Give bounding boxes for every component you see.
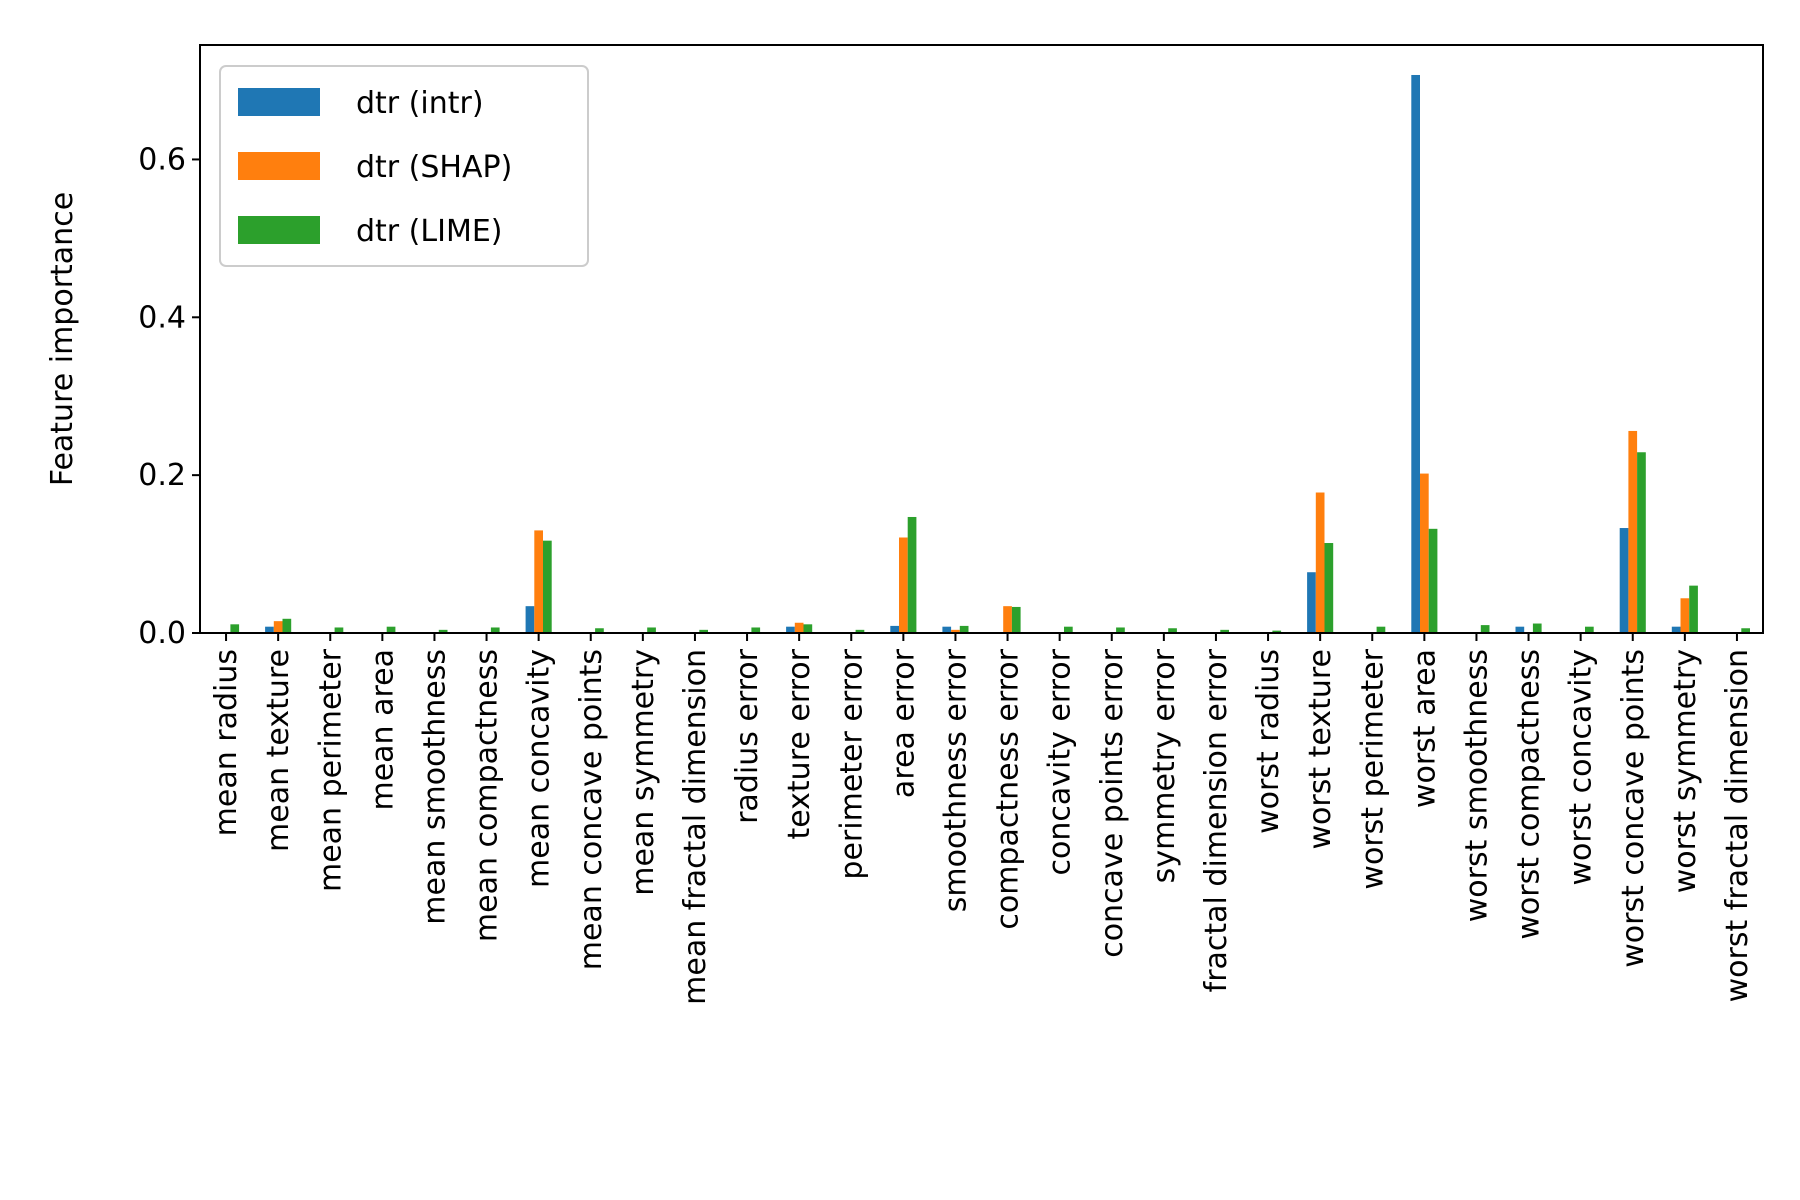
bar-lime	[1220, 629, 1229, 633]
bar-shap	[273, 621, 283, 633]
legend: dtr (intr) dtr (SHAP) dtr (LIME)	[219, 65, 589, 267]
x-tick-label: compactness error	[991, 648, 1026, 929]
bar-lime	[1011, 606, 1021, 633]
bar-lime	[907, 516, 917, 633]
bar-lime	[438, 629, 448, 633]
x-tick-label: mean texture	[261, 649, 296, 852]
bar-shap	[1420, 473, 1429, 633]
bar-lime	[386, 626, 396, 633]
bar-lime	[1637, 452, 1646, 633]
y-tick-label: 0.4	[138, 300, 186, 335]
x-tick-label: worst fractal dimension	[1720, 649, 1755, 1002]
x-tick-label: smoothness error	[939, 648, 974, 912]
bar-lime	[1376, 626, 1386, 633]
bar-shap	[794, 622, 804, 633]
bar-lime	[1585, 626, 1594, 633]
bar-lime	[1064, 626, 1073, 633]
bar-lime	[1168, 628, 1177, 633]
bar-intr	[1307, 572, 1316, 633]
x-tick-label: mean radius	[209, 649, 244, 836]
bar-lime	[699, 629, 708, 633]
bar-lime	[282, 618, 292, 633]
bar-lime	[334, 627, 344, 633]
bar-lime	[1741, 628, 1750, 633]
bar-lime	[1324, 543, 1334, 633]
x-tick-label: worst concavity	[1564, 649, 1599, 886]
bar-lime	[1532, 623, 1542, 633]
y-axis: 0.0 0.2 0.4 0.6	[138, 142, 200, 651]
x-tick-label: symmetry error	[1147, 648, 1182, 883]
bar-intr	[265, 626, 274, 633]
bar-lime	[1480, 625, 1490, 633]
bar-lime	[1272, 630, 1282, 633]
x-tick-label: fractal dimension error	[1199, 648, 1234, 992]
bar-lime	[543, 540, 552, 633]
bar-shap	[951, 629, 960, 633]
y-tick-label: 0.0	[138, 616, 186, 651]
bar-lime	[1428, 528, 1438, 633]
x-tick-label: mean area	[365, 649, 400, 811]
legend-label: dtr (SHAP)	[356, 150, 512, 185]
x-tick-label: worst smoothness	[1460, 649, 1495, 922]
x-tick-label: texture error	[782, 648, 817, 839]
x-axis: mean radius mean texture mean perimeter mea…	[209, 633, 1755, 1005]
bar-intr	[786, 626, 795, 633]
x-tick-label: worst compactness	[1512, 649, 1547, 940]
bar-shap	[1315, 492, 1325, 633]
bar-shap	[1003, 606, 1012, 633]
legend-label: dtr (intr)	[356, 86, 484, 121]
plot-frame	[199, 44, 1764, 634]
bar-lime	[1689, 585, 1698, 633]
x-tick-label: concave points error	[1095, 648, 1130, 957]
bar-lime	[803, 624, 813, 633]
x-tick-label: mean smoothness	[418, 649, 453, 925]
bar-lime	[647, 627, 656, 633]
y-tick-label: 0.6	[138, 142, 186, 177]
bar-shap	[1628, 430, 1638, 633]
x-tick-label: concavity error	[1043, 648, 1078, 875]
x-tick-label: mean perimeter	[313, 648, 348, 892]
legend-label: dtr (LIME)	[356, 214, 502, 249]
bar-intr	[942, 626, 952, 633]
bar-lime	[1116, 627, 1125, 633]
bar-shap	[899, 537, 908, 633]
bar-lime	[959, 625, 969, 633]
bar-lime	[751, 627, 761, 633]
x-tick-label: worst radius	[1251, 649, 1286, 834]
y-tick-label: 0.2	[138, 458, 186, 493]
bar-intr	[1411, 74, 1420, 634]
bar-lime	[230, 624, 240, 633]
x-tick-label: perimeter error	[834, 648, 869, 879]
x-tick-label: worst perimeter	[1355, 648, 1390, 889]
y-axis-title: Feature importance	[45, 192, 80, 486]
legend-swatch	[238, 88, 320, 116]
x-tick-label: area error	[886, 648, 921, 798]
x-tick-label: worst symmetry	[1668, 649, 1703, 893]
x-tick-label: radius error	[730, 648, 765, 824]
bar-intr	[525, 606, 535, 633]
legend-swatch	[238, 216, 320, 244]
x-tick-label: mean concavity	[522, 649, 557, 888]
x-tick-label: worst area	[1407, 649, 1442, 808]
bar-shap	[1680, 598, 1690, 633]
bar-shap	[534, 530, 543, 633]
bar-intr	[1671, 626, 1681, 633]
bar-lime	[855, 629, 865, 633]
bar-intr	[1619, 528, 1629, 633]
bar-intr	[1515, 626, 1525, 633]
bar-lime	[490, 627, 500, 633]
x-tick-label: mean compactness	[470, 649, 505, 942]
x-tick-label: mean concave points	[574, 649, 609, 970]
bars-layer	[230, 74, 1750, 634]
x-tick-label: mean symmetry	[626, 649, 661, 896]
x-tick-label: mean fractal dimension	[678, 649, 713, 1005]
bar-lime	[595, 628, 604, 633]
legend-swatch	[238, 152, 320, 180]
x-tick-label: worst texture	[1303, 649, 1338, 850]
x-tick-label: worst concave points	[1616, 649, 1651, 968]
bar-intr	[890, 625, 899, 633]
